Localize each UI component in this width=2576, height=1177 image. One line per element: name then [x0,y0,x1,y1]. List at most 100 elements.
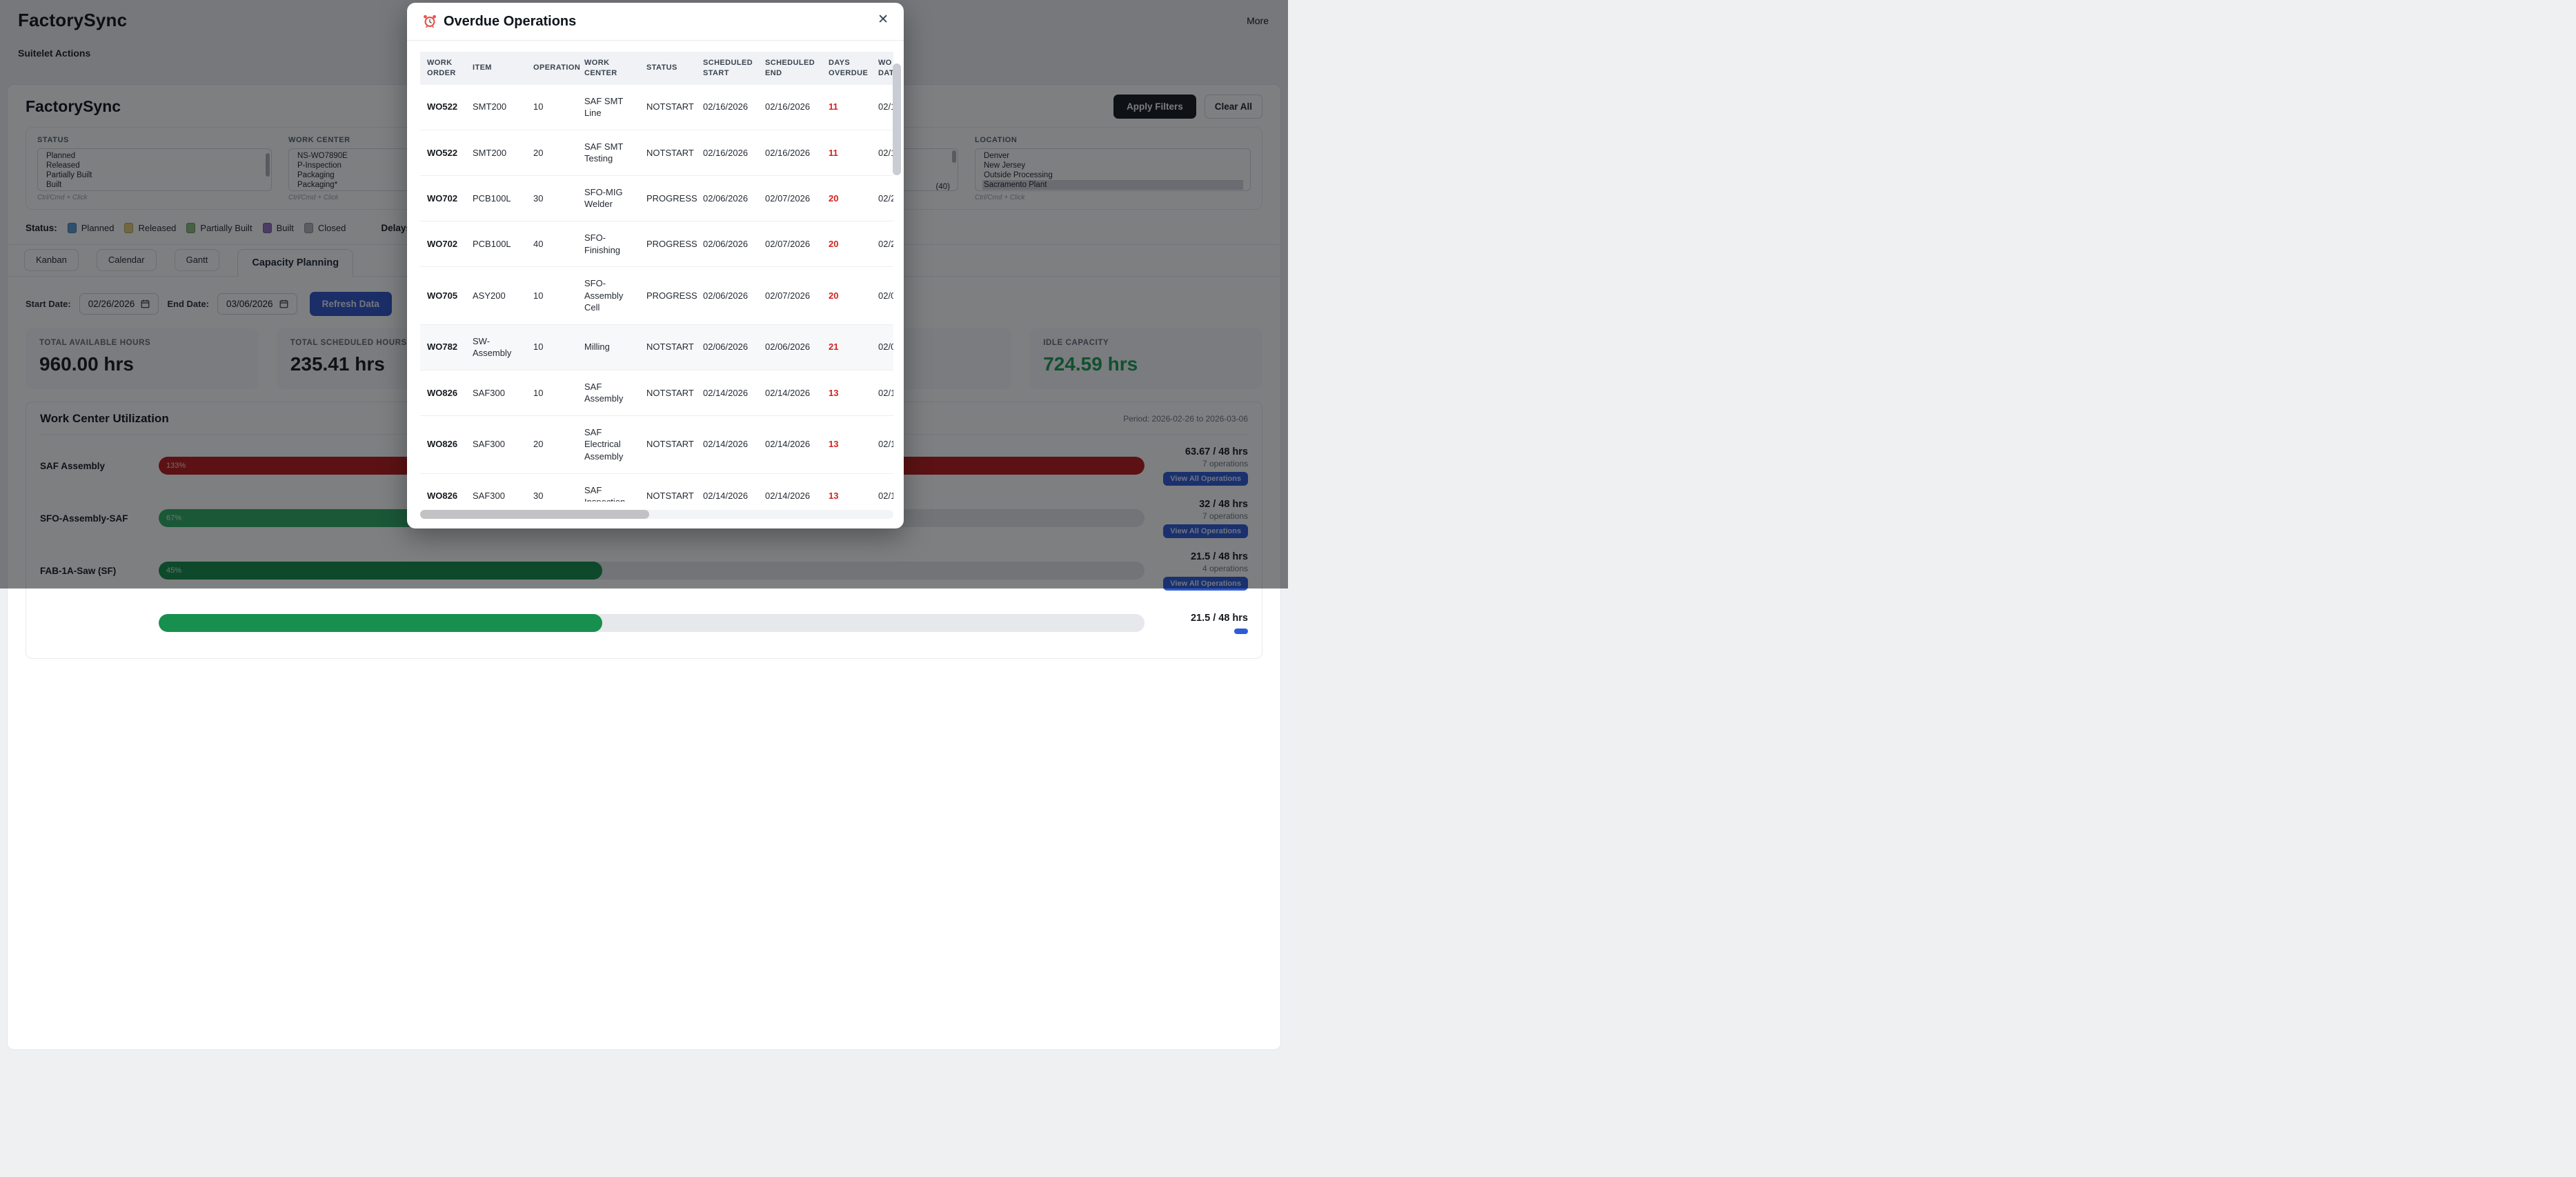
item-cell: SMT200 [466,84,526,130]
work-center-cell: Milling [577,324,640,370]
work-order-cell: WO522 [420,130,466,176]
days-overdue-cell: 20 [822,221,871,268]
status-cell: PROGRESS [640,266,697,325]
column-header: WO DUE DATE [871,52,893,85]
status-cell: NOTSTART [640,415,696,474]
item-cell: ASY200 [466,266,526,325]
work-order-cell: WO826 [420,370,466,416]
column-header: WORK CENTER [577,52,640,85]
table-row: WO826 SAF300 30 SAF Inspection NOTSTART … [420,473,893,502]
days-overdue-cell: 20 [822,266,871,325]
operation-cell: 40 [526,221,577,268]
operation-cell: 30 [526,473,577,502]
table-header-row: WORK ORDER ITEM OPERATION WORK CENTER STATUS… [420,52,893,85]
work-center-cell: SAF SMT Testing [577,130,640,176]
overdue-table-wrap: WORK ORDER ITEM OPERATION WORK CENTER STATUS… [420,52,893,502]
status-cell: NOTSTART [640,473,696,502]
scheduled-end-cell: 02/07/2026 [758,221,822,268]
status-cell: NOTSTART [640,84,696,130]
operation-cell: 20 [526,130,577,176]
scheduled-start-cell: 02/14/2026 [696,415,758,474]
item-cell: SW-Assembly [466,324,526,370]
status-cell: NOTSTART [640,324,696,370]
days-overdue-cell: 13 [822,415,871,474]
column-header: OPERATION [526,52,580,85]
column-header: WORK ORDER [420,52,466,85]
view-all-operations-button[interactable] [1234,628,1248,634]
work-order-cell: WO826 [420,473,466,502]
column-header: SCHEDULED START [696,52,758,85]
wo-due-date-cell: 02/1 [871,84,893,130]
scheduled-start-cell: 02/06/2026 [696,175,758,221]
wo-due-date-cell: 02/1 [871,473,893,502]
days-overdue-cell: 21 [822,324,871,370]
item-cell: SAF300 [466,370,526,416]
table-row: WO522 SMT200 10 SAF SMT Line NOTSTART 02… [420,84,893,130]
operation-cell: 10 [526,84,577,130]
scheduled-start-cell: 02/16/2026 [696,84,758,130]
days-overdue-cell: 13 [822,370,871,416]
days-overdue-cell: 20 [822,175,871,221]
item-cell: SAF300 [466,415,526,474]
utilization-row: 21.5 / 48 hrs [40,602,1248,644]
status-cell: NOTSTART [640,370,696,416]
item-cell: SAF300 [466,473,526,502]
modal-horizontal-scrollbar[interactable] [420,510,649,519]
scheduled-end-cell: 02/16/2026 [758,130,822,176]
days-overdue-cell: 11 [822,130,871,176]
scheduled-start-cell: 02/06/2026 [696,266,758,325]
work-center-cell: SAF Electrical Assembly [577,415,640,474]
table-row: WO702 PCB100L 40 SFO-Finishing PROGRESS … [420,221,893,268]
wo-due-date-cell: 02/0 [871,324,893,370]
table-row: WO782 SW-Assembly 10 Milling NOTSTART 02… [420,324,893,370]
overdue-operations-modal: Overdue Operations ✕ WORK ORDER ITEM OPERA… [407,3,904,528]
alarm-clock-icon [424,14,436,28]
modal-body: WORK ORDER ITEM OPERATION WORK CENTER STATUS… [407,41,904,502]
scheduled-start-cell: 02/16/2026 [696,130,758,176]
work-order-cell: WO702 [420,221,466,268]
scheduled-end-cell: 02/07/2026 [758,266,822,325]
work-order-cell: WO826 [420,415,466,474]
operation-cell: 30 [526,175,577,221]
wo-due-date-cell: 02/1 [871,130,893,176]
operation-cell: 10 [526,370,577,416]
scheduled-start-cell: 02/14/2026 [696,370,758,416]
days-overdue-cell: 11 [822,84,871,130]
overdue-operations-table: WORK ORDER ITEM OPERATION WORK CENTER STATUS… [420,52,893,502]
status-cell: PROGRESS [640,175,697,221]
scheduled-end-cell: 02/06/2026 [758,324,822,370]
wo-due-date-cell: 02/2 [871,175,893,221]
work-center-cell: SFO-MIG Welder [577,175,640,221]
item-cell: PCB100L [466,221,526,268]
work-center-cell: SAF Inspection [577,473,640,502]
operation-cell: 20 [526,415,577,474]
work-order-cell: WO782 [420,324,466,370]
table-row: WO826 SAF300 20 SAF Electrical Assembly … [420,415,893,474]
close-icon[interactable]: ✕ [878,12,889,27]
table-row: WO826 SAF300 10 SAF Assembly NOTSTART 02… [420,370,893,416]
scheduled-start-cell: 02/14/2026 [696,473,758,502]
modal-title: Overdue Operations [444,13,577,29]
column-header: DAYS OVERDUE [822,52,871,85]
work-center-cell: SFO-Finishing [577,221,640,268]
table-row: WO702 PCB100L 30 SFO-MIG Welder PROGRESS… [420,175,893,221]
wo-due-date-cell: 02/1 [871,370,893,416]
modal-vertical-scrollbar[interactable] [893,63,901,175]
operation-cell: 10 [526,324,577,370]
table-row: WO522 SMT200 20 SAF SMT Testing NOTSTART… [420,130,893,176]
scheduled-end-cell: 02/07/2026 [758,175,822,221]
days-overdue-cell: 13 [822,473,871,502]
utilization-bar [159,614,603,632]
table-body: WO522 SMT200 10 SAF SMT Line NOTSTART 02… [420,84,893,502]
scheduled-end-cell: 02/14/2026 [758,415,822,474]
scheduled-start-cell: 02/06/2026 [696,221,758,268]
scheduled-end-cell: 02/16/2026 [758,84,822,130]
wo-due-date-cell: 02/0 [871,266,893,325]
work-center-cell: SAF Assembly [577,370,640,416]
status-cell: PROGRESS [640,221,697,268]
operation-cell: 10 [526,266,577,325]
work-order-cell: WO705 [420,266,466,325]
item-cell: PCB100L [466,175,526,221]
column-header: ITEM [466,52,526,85]
wo-due-date-cell: 02/1 [871,415,893,474]
